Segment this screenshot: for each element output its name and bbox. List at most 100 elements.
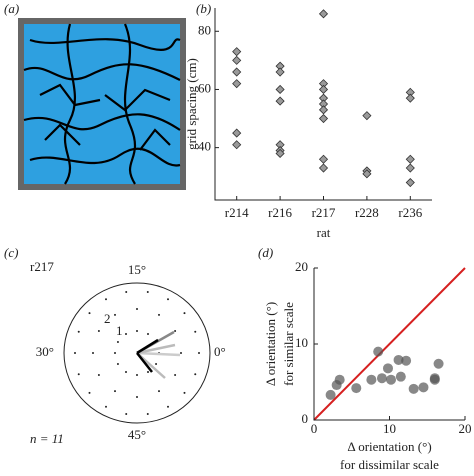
x-axis-label: Δ orientation (°) [347,439,431,454]
point [232,128,242,138]
point [325,389,336,400]
point [351,383,362,394]
x-axis-label: rat [317,225,331,240]
point [401,355,412,366]
point [393,354,404,365]
point [334,374,345,385]
x-tick-label: 10 [383,421,396,436]
polar-dot [155,363,158,365]
point [318,105,329,115]
point [232,140,242,150]
panel-label: (a) [4,1,19,16]
point [232,55,242,65]
point [405,177,415,188]
polar-dot [125,290,128,293]
polar-dot [158,390,160,393]
y-axis-label: for similar scale [281,302,296,386]
polar-dot [114,390,116,393]
point [232,67,242,77]
point [362,169,372,179]
point [376,373,387,384]
x-tick-label: r217 [312,205,336,220]
polar-dot [116,341,119,343]
polar-dot [114,352,116,354]
y-axis-label: Δ orientation (°) [263,302,278,386]
angle-label: 15° [128,262,146,277]
x-tick-label: r214 [225,205,249,220]
polar-dot [88,312,91,315]
y-tick-label: 60 [198,80,211,95]
polar-dot [136,308,138,310]
angle-label: 45° [128,427,146,442]
point [275,67,285,77]
point [405,163,415,173]
axis [214,8,432,201]
polar-plot: r217 n = 11 15° 30° 0° 45° 2 1 [30,259,226,446]
y-tick-label: 10 [295,335,308,350]
point [405,154,415,164]
polar-dot [147,332,149,335]
point [373,346,384,357]
panel-label: (b) [196,1,211,16]
y-tick-label: 40 [198,139,211,154]
polar-dot [167,298,169,301]
polar-dot [105,298,107,301]
polar-dot [146,290,149,293]
panel-label: (c) [4,245,18,260]
ring-label: 2 [104,311,111,326]
y-tick-label: 0 [302,411,309,426]
polar-dot [167,405,169,408]
point [433,358,444,369]
polar-dot [88,391,91,394]
polar-dot [146,413,149,416]
x-tick-label: 0 [311,421,318,436]
polar-dot [105,405,107,408]
x-tick-label: r236 [398,205,422,220]
polar-dot [74,352,76,354]
point [232,79,242,89]
polar-dot [114,313,116,316]
polar-dot [183,391,186,394]
point [405,93,415,103]
point [395,371,406,382]
polar-dot [183,312,186,315]
polar-dot [97,330,100,332]
point [318,154,329,164]
point [318,113,329,124]
polar-dot [77,330,80,333]
point [362,111,372,121]
point [418,382,429,393]
point [318,84,329,95]
polar-dot [198,352,200,354]
polar-dot [158,313,160,316]
y-tick-label: 80 [198,22,211,37]
identity-line [313,267,466,421]
y-axis-label: grid spacing (cm) [184,58,199,150]
polar-dot [125,371,127,374]
x-tick-label: 20 [459,421,472,436]
polar-dot [97,374,100,376]
angle-label: 0° [214,344,226,359]
polar-dot [147,371,149,374]
point [318,163,329,173]
point [366,374,377,385]
polar-dot [136,374,138,376]
x-tick-label: r228 [355,205,379,220]
point [275,84,285,95]
x-tick-label: r216 [268,205,292,220]
polar-dot [116,363,119,365]
point [318,9,329,19]
polar-dot [125,332,127,335]
polar-dot [180,352,182,354]
polar-dot [174,330,177,332]
polar-dot [77,373,80,376]
point [429,374,440,385]
point [232,47,242,57]
n-label: n = 11 [30,431,64,446]
polar-dot [92,352,94,354]
polar-dot [174,374,177,376]
point [386,374,397,385]
point [408,383,419,394]
rat-label: r217 [30,259,54,274]
